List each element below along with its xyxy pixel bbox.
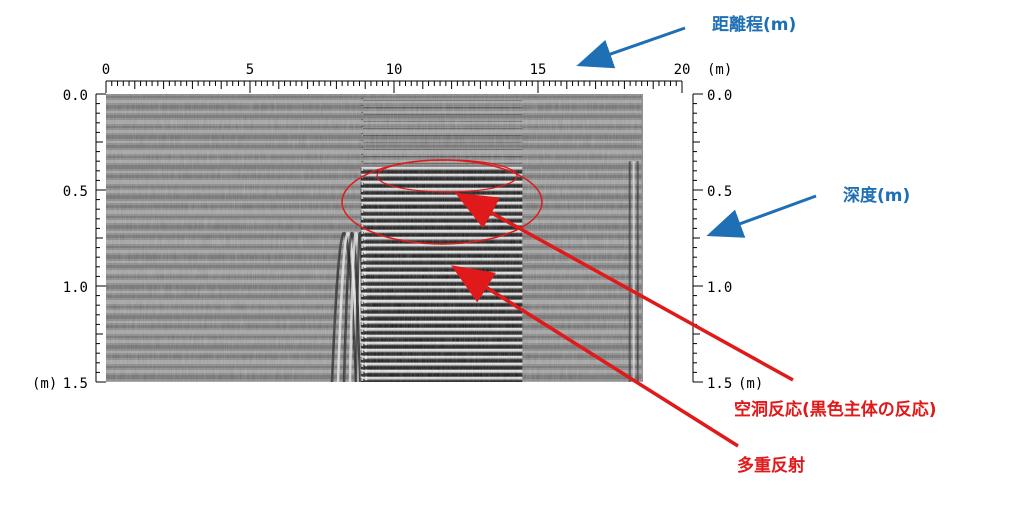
depth-unit-left: (m) bbox=[32, 376, 57, 392]
depth-right-tick-label: 0.0 bbox=[707, 88, 732, 104]
cavity-label: 空洞反応(黒色主体の反応) bbox=[734, 399, 937, 420]
depth-axis-left: 0.0 0.5 1.0 1.5 (m) bbox=[32, 88, 106, 392]
depth-unit-right: (m) bbox=[738, 376, 763, 392]
depth-left-tick-label: 1.5 bbox=[63, 376, 88, 392]
distance-label: 距離程(m) bbox=[712, 14, 796, 35]
multiple-reflection-label: 多重反射 bbox=[737, 455, 805, 476]
depth-left-tick-label: 1.0 bbox=[63, 280, 88, 296]
cavity-arrow bbox=[454, 192, 794, 382]
distance-tick-label: 0 bbox=[102, 62, 110, 78]
depth-left-tick-label: 0.5 bbox=[63, 184, 88, 200]
distance-tick-label: 15 bbox=[530, 62, 547, 78]
distance-tick-label: 10 bbox=[386, 62, 403, 78]
depth-right-tick-label: 1.5 bbox=[707, 376, 732, 392]
depth-label: 深度(m) bbox=[843, 185, 910, 206]
distance-axis: 0 5 10 15 20 (m) bbox=[102, 62, 732, 93]
distance-tick-label: 20 bbox=[674, 62, 691, 78]
radargram-panel bbox=[106, 94, 643, 382]
multiple-reflection-arrow bbox=[451, 265, 739, 448]
depth-arrow bbox=[706, 194, 817, 238]
depth-axis-right: 0.0 0.5 1.0 1.5 (m) bbox=[692, 88, 763, 392]
distance-arrow bbox=[576, 26, 686, 69]
cavity-ellipse-inner bbox=[376, 159, 518, 193]
distance-tick-label: 5 bbox=[246, 62, 254, 78]
depth-right-tick-label: 0.5 bbox=[707, 184, 732, 200]
depth-left-tick-label: 0.0 bbox=[63, 88, 88, 104]
distance-unit: (m) bbox=[707, 62, 732, 78]
depth-right-tick-label: 1.0 bbox=[707, 280, 732, 296]
